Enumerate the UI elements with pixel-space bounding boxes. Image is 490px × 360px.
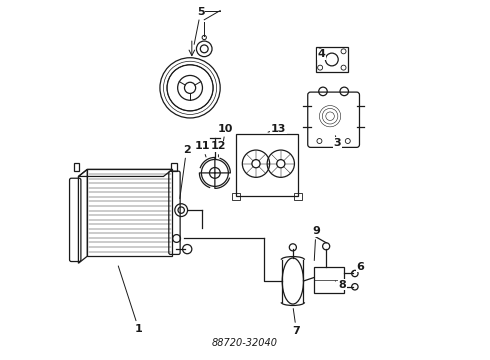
- Text: 4: 4: [317, 49, 325, 59]
- Bar: [314, 267, 344, 293]
- Text: 1: 1: [118, 266, 143, 334]
- Text: 2: 2: [180, 145, 191, 198]
- Text: 88720-32040: 88720-32040: [212, 338, 278, 348]
- Bar: [294, 193, 302, 200]
- Bar: [316, 47, 348, 72]
- Bar: [236, 134, 298, 196]
- Text: 9: 9: [312, 226, 320, 261]
- Text: 7: 7: [293, 309, 300, 336]
- Text: 3: 3: [333, 136, 341, 148]
- Text: 8: 8: [335, 280, 346, 289]
- Bar: [74, 163, 79, 171]
- Text: 12: 12: [211, 141, 226, 157]
- Text: 5: 5: [194, 6, 204, 44]
- Bar: [172, 163, 177, 171]
- Text: 10: 10: [218, 123, 233, 147]
- Bar: [232, 193, 241, 200]
- Text: 13: 13: [268, 123, 286, 134]
- Text: 6: 6: [352, 262, 364, 273]
- Text: 11: 11: [195, 141, 210, 157]
